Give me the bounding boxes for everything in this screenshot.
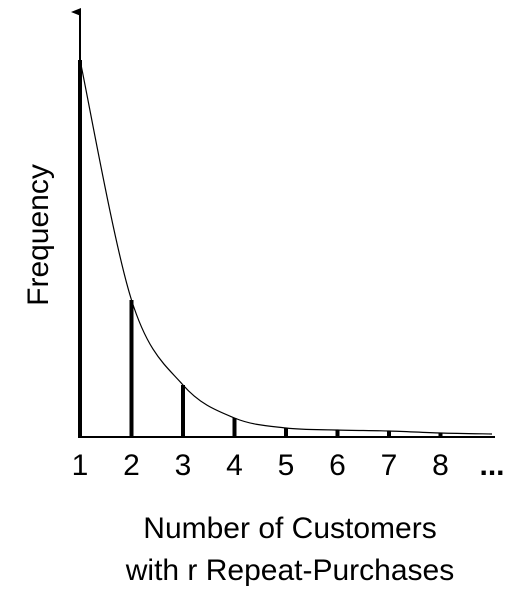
x-tick-label: 1 xyxy=(72,449,89,482)
x-tick-label: 2 xyxy=(123,449,140,482)
x-tick-label: 6 xyxy=(329,449,346,482)
y-axis-label: Frequency xyxy=(22,164,55,306)
x-axis-label: with r Repeat-Purchases xyxy=(125,554,454,587)
x-tick-label: 5 xyxy=(278,449,295,482)
curve xyxy=(79,59,493,435)
x-tick-label: 3 xyxy=(175,449,192,482)
x-axis-label: Number of Customers xyxy=(143,512,436,545)
x-tick-label: 7 xyxy=(381,449,398,482)
x-tick-label: 4 xyxy=(226,449,243,482)
x-tick-label: ... xyxy=(479,449,504,482)
x-tick-label: 8 xyxy=(432,449,449,482)
